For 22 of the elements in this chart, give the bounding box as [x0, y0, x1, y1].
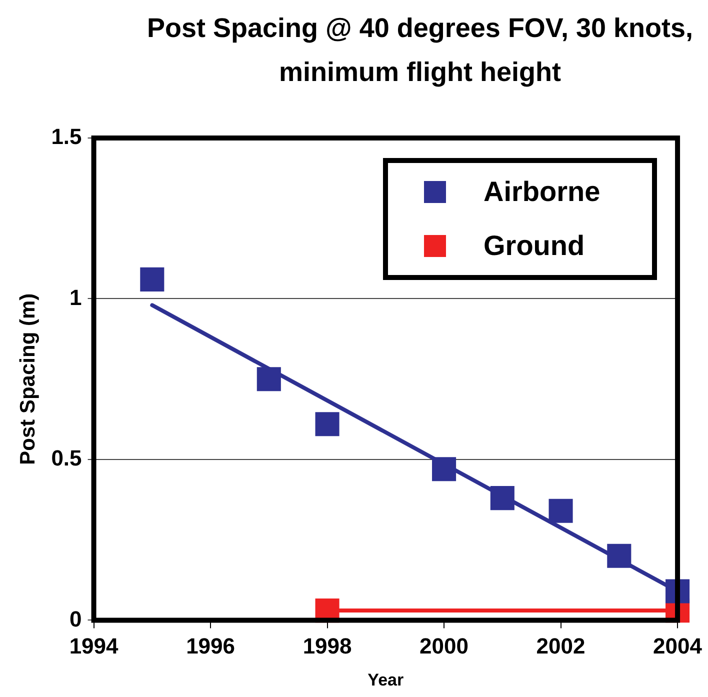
point — [490, 486, 514, 510]
point — [432, 457, 456, 482]
point — [548, 498, 573, 523]
legend-label: Ground — [484, 230, 585, 262]
x-tick-label: 2004 — [653, 633, 703, 658]
x-tick-label: 1996 — [186, 633, 236, 658]
point — [315, 412, 340, 436]
x-tick-label: 2002 — [536, 633, 586, 658]
x-axis-title: Year — [368, 670, 404, 690]
x-tick-label: 1994 — [69, 633, 120, 658]
y-tick-label: 0.5 — [51, 446, 82, 471]
x-tick-label: 1998 — [302, 633, 352, 658]
y-axis-title: Post Spacing (m) — [16, 293, 40, 465]
legend-label: Airborne — [484, 176, 600, 208]
y-tick-label: 1.5 — [51, 124, 82, 150]
point — [256, 367, 281, 392]
y-tick-label: 1 — [70, 284, 82, 310]
point — [607, 544, 632, 568]
chart-title: Post Spacing @ 40 degrees FOV, 30 knots, minimum flight height — [146, 12, 694, 89]
point — [140, 267, 164, 292]
x-tick-label: 2000 — [420, 633, 469, 658]
y-tick-label: 0 — [70, 606, 82, 632]
